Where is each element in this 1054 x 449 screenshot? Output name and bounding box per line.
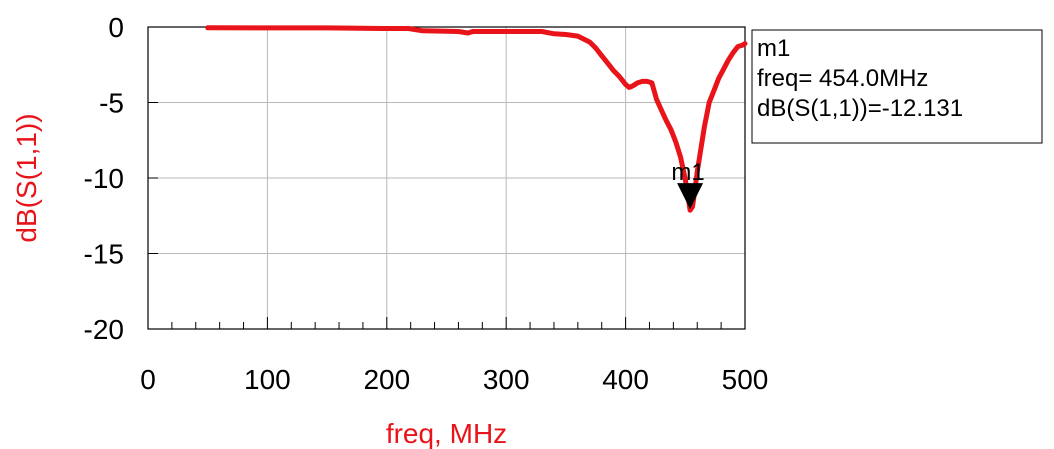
series-line-0	[205, 25, 748, 213]
marker-readout-box[interactable]: m1 freq= 454.0MHz dB(S(1,1))=-12.131	[751, 29, 1043, 144]
y-axis-label: dB(S(1,1))	[11, 113, 42, 242]
marker-readout-frame	[751, 29, 1043, 144]
x-axis-label: freq, MHz	[386, 418, 507, 449]
marker-label: m1	[671, 159, 704, 186]
series-layer	[205, 25, 748, 213]
marker-readout-value: dB(S(1,1))=-12.131	[757, 95, 963, 122]
y-tick-label: 0	[108, 12, 124, 43]
marker-arrow-icon[interactable]	[677, 183, 704, 210]
x-tick-label: 0	[140, 364, 156, 395]
x-tick-label: 200	[363, 364, 410, 395]
marker-readout-name: m1	[757, 35, 790, 62]
y-tick-label: -10	[84, 163, 124, 194]
x-tick-label: 500	[722, 364, 769, 395]
x-tick-label: 100	[244, 364, 291, 395]
x-tick-labels: 0 100 200 300 400 500	[140, 364, 768, 395]
marker-layer: m1	[671, 159, 705, 210]
x-tick-label: 400	[602, 364, 649, 395]
grid-lines	[148, 27, 745, 329]
y-tick-labels: 0 -5 -10 -15 -20	[84, 12, 124, 345]
axis-ticks	[147, 26, 746, 330]
y-tick-label: -20	[84, 314, 124, 345]
y-tick-label: -15	[84, 239, 124, 270]
x-tick-label: 300	[483, 364, 530, 395]
marker-readout-freq: freq= 454.0MHz	[757, 65, 928, 92]
y-tick-label: -5	[99, 88, 124, 119]
